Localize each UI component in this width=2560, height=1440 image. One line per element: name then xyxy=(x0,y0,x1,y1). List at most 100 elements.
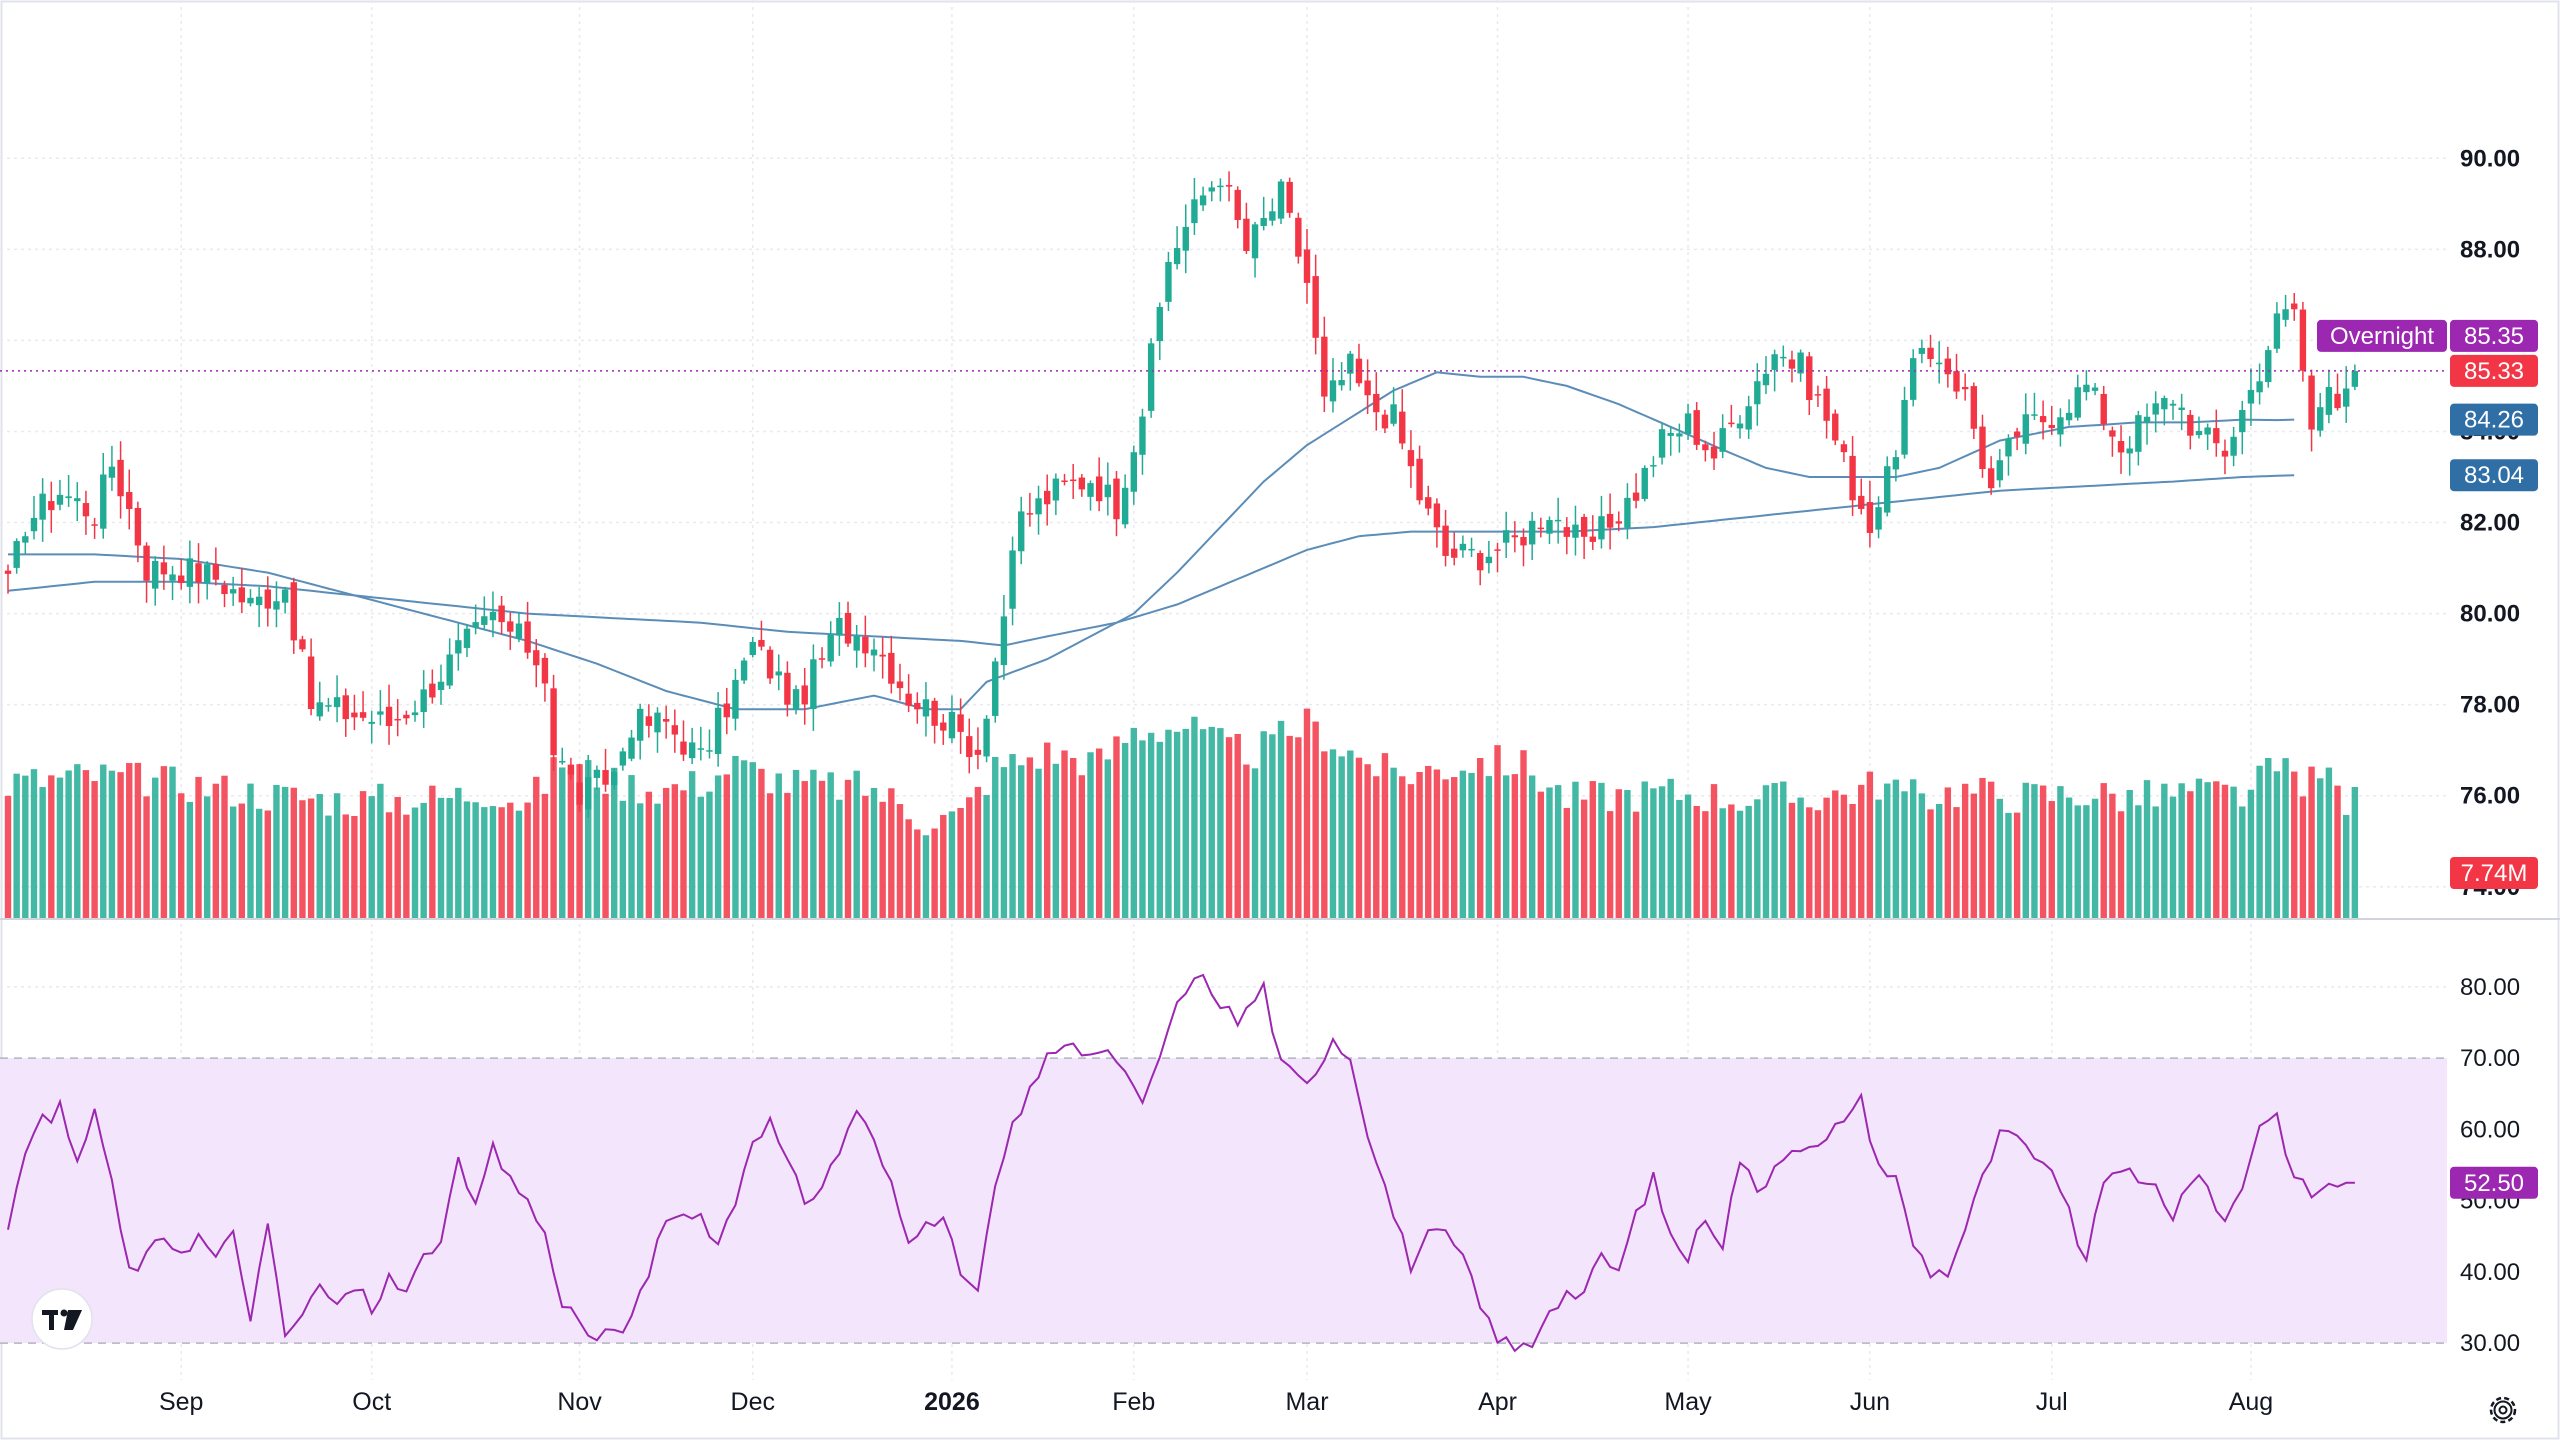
candle-body xyxy=(1502,530,1510,543)
volume-bar xyxy=(1329,749,1337,918)
rsi-tick-label: 60.00 xyxy=(2460,1116,2520,1143)
volume-bar xyxy=(169,766,176,918)
price-axis[interactable]: 90.0088.0086.0084.0082.0080.0078.0076.00… xyxy=(2460,145,2520,1357)
volume-bar xyxy=(299,800,306,918)
candle-body xyxy=(195,563,202,583)
volume-bar xyxy=(619,800,627,918)
volume-bar xyxy=(411,807,419,918)
time-tick-label: Nov xyxy=(557,1388,602,1416)
time-tick-label: Feb xyxy=(1112,1388,1155,1416)
volume-bar xyxy=(2109,793,2116,918)
volume-bar xyxy=(533,776,540,918)
volume-bar xyxy=(1502,775,1510,918)
candle-body xyxy=(1234,189,1241,220)
candle-body xyxy=(1121,487,1129,525)
volume-bar xyxy=(368,796,375,918)
volume-bar xyxy=(2057,786,2064,918)
tradingview-logo-icon[interactable] xyxy=(31,1288,93,1350)
candle-body xyxy=(2230,436,2237,456)
candle-body xyxy=(481,616,488,625)
volume-bar xyxy=(195,776,202,918)
candle-body xyxy=(541,657,549,684)
candle-body xyxy=(888,652,895,684)
candle-body xyxy=(636,708,644,741)
volume-bar xyxy=(524,802,531,918)
volume-bar xyxy=(1000,767,1008,918)
settings-gear-icon[interactable] xyxy=(2489,1396,2517,1424)
volume-bar xyxy=(65,770,72,918)
candle-body xyxy=(957,714,964,732)
candle-body xyxy=(732,679,739,719)
ma-long-badge xyxy=(2450,459,2538,492)
volume-bar xyxy=(1095,748,1103,918)
volume-bar xyxy=(2135,805,2142,918)
volume-bar xyxy=(775,773,782,918)
price-tick-label: 88.00 xyxy=(2460,236,2520,263)
volume-bar xyxy=(455,787,462,918)
volume-bar xyxy=(784,792,791,918)
volume-bar xyxy=(688,771,696,918)
volume-bar xyxy=(1927,809,1934,918)
volume-bar xyxy=(1347,750,1354,918)
price-candles xyxy=(4,171,2359,818)
volume-bar xyxy=(1702,811,1709,918)
candle-body xyxy=(1710,446,1718,459)
candle-body xyxy=(2022,414,2029,444)
overnight-price-badge xyxy=(2450,319,2538,352)
time-axis[interactable]: Sep Oct Nov Dec 2026 Feb Mar Apr May Jun Jul Aug xyxy=(159,1388,2273,1416)
candle-body xyxy=(870,649,878,656)
candle-body xyxy=(143,545,150,581)
candle-body xyxy=(792,689,800,710)
volume-bar xyxy=(91,781,98,918)
candle-body xyxy=(1225,185,1233,187)
price-tick-label: 76.00 xyxy=(2460,783,2520,810)
candle-body xyxy=(160,562,168,575)
candle-body xyxy=(229,589,237,594)
candle-body xyxy=(1606,513,1614,528)
candle-body xyxy=(1035,498,1042,515)
candle-body xyxy=(2221,450,2229,457)
volume-bar xyxy=(1147,732,1155,918)
rsi-tick-label: 30.00 xyxy=(2460,1330,2520,1357)
volume-bar xyxy=(2100,783,2107,918)
candle-body xyxy=(2039,416,2047,423)
candle-body xyxy=(2351,370,2359,387)
volume-bar xyxy=(255,808,263,918)
candle-body xyxy=(255,596,263,606)
volume-bar xyxy=(1676,799,1683,918)
volume-bar xyxy=(1615,789,1622,918)
volume-bar xyxy=(844,779,852,918)
candle-body xyxy=(533,650,540,666)
candle-body xyxy=(1624,497,1631,528)
candle-body xyxy=(2100,393,2107,425)
volume-bar xyxy=(2325,767,2333,918)
volume-bar xyxy=(2074,805,2081,918)
volume-bar xyxy=(1416,771,1423,918)
volume-bar xyxy=(2187,791,2194,918)
volume-bar xyxy=(1208,726,1215,918)
candle-body xyxy=(455,640,462,654)
candle-body xyxy=(931,700,938,726)
volume-bar xyxy=(1165,729,1172,918)
volume-bar xyxy=(126,763,133,918)
volume-bar xyxy=(2256,765,2263,918)
volume-bar xyxy=(1312,721,1319,918)
candle-body xyxy=(559,761,566,763)
candle-body xyxy=(749,641,756,656)
volume-bar xyxy=(948,811,956,918)
volume-bar xyxy=(1355,757,1363,918)
volume-bar xyxy=(1788,802,1796,918)
volume-bar xyxy=(1892,779,1900,918)
candle-body xyxy=(576,782,583,805)
candle-body xyxy=(1139,416,1146,455)
volume-bar xyxy=(749,762,756,918)
volume-bar xyxy=(740,760,748,918)
volume-bar xyxy=(2143,780,2151,918)
candle-body xyxy=(13,541,20,568)
volume-bar xyxy=(611,767,618,918)
candle-body xyxy=(1641,467,1648,499)
candle-body xyxy=(1806,356,1813,401)
